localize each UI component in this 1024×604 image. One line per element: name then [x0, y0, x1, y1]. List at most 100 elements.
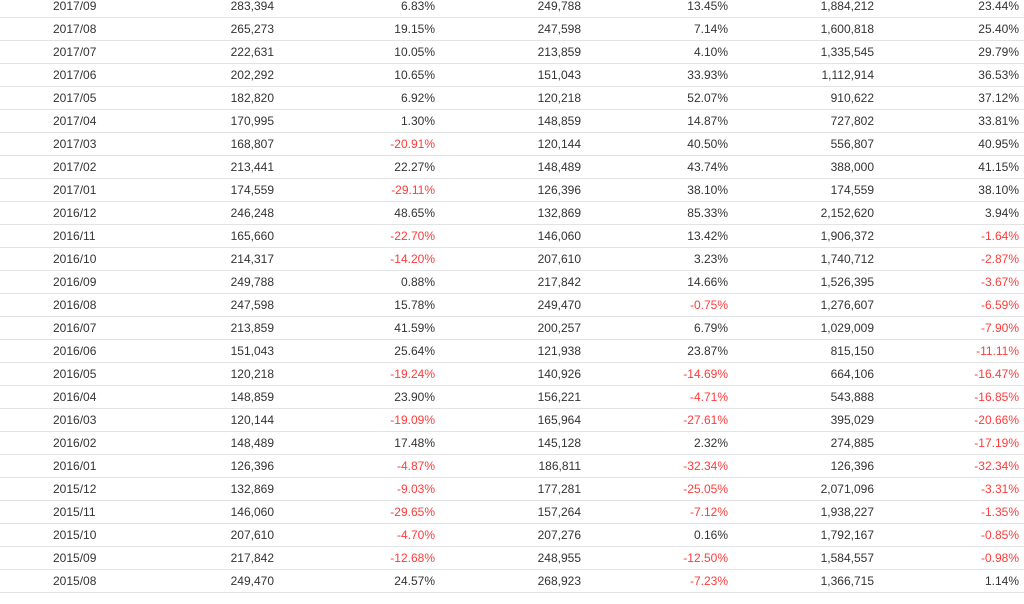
cumulative-change-cell: -2.87% — [876, 247, 1024, 271]
cumulative-value-cell: 395,029 — [730, 408, 876, 432]
prior-change-cell: -7.12% — [583, 500, 730, 524]
cumulative-value-cell: 727,802 — [730, 109, 876, 133]
table-row: 2016/06 151,043 25.64% 121,938 23.87% 815,150… — [0, 339, 1024, 363]
cumulative-change-cell: 29.79% — [876, 40, 1024, 64]
cumulative-change-cell: 23.44% — [876, 0, 1024, 18]
prior-value-cell: 145,128 — [437, 431, 583, 455]
cumulative-value-cell: 1,029,009 — [730, 316, 876, 340]
value-cell: 213,441 — [150, 155, 276, 179]
month-cell: 2015/11 — [0, 500, 150, 524]
cumulative-change-cell: -0.98% — [876, 546, 1024, 570]
prior-change-cell: 4.10% — [583, 40, 730, 64]
cumulative-change-cell: -0.85% — [876, 523, 1024, 547]
cumulative-value-cell: 174,559 — [730, 178, 876, 202]
value-change-cell: 19.15% — [276, 17, 437, 41]
cumulative-value-cell: 1,584,557 — [730, 546, 876, 570]
month-cell: 2017/09 — [0, 0, 150, 18]
prior-change-cell: -0.75% — [583, 293, 730, 317]
prior-change-cell: 85.33% — [583, 201, 730, 225]
prior-change-cell: 14.87% — [583, 109, 730, 133]
month-cell: 2016/09 — [0, 270, 150, 294]
table-row: 2016/01 126,396 -4.87% 186,811 -32.34% 126,39… — [0, 454, 1024, 478]
value-cell: 146,060 — [150, 500, 276, 524]
value-change-cell: -19.09% — [276, 408, 437, 432]
value-cell: 207,610 — [150, 523, 276, 547]
cumulative-change-cell: -6.59% — [876, 293, 1024, 317]
month-cell: 2016/08 — [0, 293, 150, 317]
cumulative-value-cell: 1,335,545 — [730, 40, 876, 64]
value-cell: 120,218 — [150, 362, 276, 386]
value-change-cell: 15.78% — [276, 293, 437, 317]
value-cell: 120,144 — [150, 408, 276, 432]
cumulative-value-cell: 388,000 — [730, 155, 876, 179]
table-row: 2016/03 120,144 -19.09% 165,964 -27.61% 395,0… — [0, 408, 1024, 432]
prior-value-cell: 132,869 — [437, 201, 583, 225]
value-change-cell: 6.83% — [276, 0, 437, 18]
prior-value-cell: 248,955 — [437, 546, 583, 570]
month-cell: 2016/07 — [0, 316, 150, 340]
value-cell: 182,820 — [150, 86, 276, 110]
value-cell: 222,631 — [150, 40, 276, 64]
table-row: 2015/12 132,869 -9.03% 177,281 -25.05% 2,071,… — [0, 477, 1024, 501]
value-change-cell: 1.30% — [276, 109, 437, 133]
cumulative-value-cell: 1,276,607 — [730, 293, 876, 317]
cumulative-change-cell: 40.95% — [876, 132, 1024, 156]
prior-value-cell: 217,842 — [437, 270, 583, 294]
prior-value-cell: 186,811 — [437, 454, 583, 478]
prior-value-cell: 165,964 — [437, 408, 583, 432]
table-row: 2017/05 182,820 6.92% 120,218 52.07% 910,622 3… — [0, 86, 1024, 110]
month-cell: 2016/11 — [0, 224, 150, 248]
prior-change-cell: 13.45% — [583, 0, 730, 18]
prior-change-cell: 40.50% — [583, 132, 730, 156]
value-change-cell: -19.24% — [276, 362, 437, 386]
table-row: 2017/09 283,394 6.83% 249,788 13.45% 1,884,21… — [0, 0, 1024, 18]
cumulative-change-cell: -20.66% — [876, 408, 1024, 432]
table-row: 2016/04 148,859 23.90% 156,221 -4.71% 543,888… — [0, 385, 1024, 409]
cumulative-value-cell: 1,366,715 — [730, 569, 876, 593]
table-row: 2016/07 213,859 41.59% 200,257 6.79% 1,029,00… — [0, 316, 1024, 340]
table-row: 2017/06 202,292 10.65% 151,043 33.93% 1,112,9… — [0, 63, 1024, 87]
cumulative-value-cell: 1,906,372 — [730, 224, 876, 248]
table-row: 2015/11 146,060 -29.65% 157,264 -7.12% 1,938,… — [0, 500, 1024, 524]
prior-value-cell: 157,264 — [437, 500, 583, 524]
value-cell: 168,807 — [150, 132, 276, 156]
prior-change-cell: 23.87% — [583, 339, 730, 363]
value-cell: 217,842 — [150, 546, 276, 570]
month-cell: 2016/03 — [0, 408, 150, 432]
cumulative-change-cell: 38.10% — [876, 178, 1024, 202]
prior-value-cell: 268,923 — [437, 569, 583, 593]
cumulative-value-cell: 543,888 — [730, 385, 876, 409]
prior-value-cell: 148,859 — [437, 109, 583, 133]
prior-change-cell: -12.50% — [583, 546, 730, 570]
month-cell: 2017/06 — [0, 63, 150, 87]
month-cell: 2016/12 — [0, 201, 150, 225]
value-cell: 148,859 — [150, 385, 276, 409]
month-cell: 2017/03 — [0, 132, 150, 156]
value-change-cell: 22.27% — [276, 155, 437, 179]
cumulative-change-cell: -3.67% — [876, 270, 1024, 294]
value-cell: 202,292 — [150, 63, 276, 87]
table-row: 2015/08 249,470 24.57% 268,923 -7.23% 1,366,7… — [0, 569, 1024, 593]
value-change-cell: -29.65% — [276, 500, 437, 524]
cumulative-change-cell: 1.14% — [876, 569, 1024, 593]
prior-value-cell: 247,598 — [437, 17, 583, 41]
prior-value-cell: 121,938 — [437, 339, 583, 363]
table-row: 2017/03 168,807 -20.91% 120,144 40.50% 556,80… — [0, 132, 1024, 156]
value-cell: 283,394 — [150, 0, 276, 18]
prior-value-cell: 213,859 — [437, 40, 583, 64]
prior-change-cell: 33.93% — [583, 63, 730, 87]
value-change-cell: -14.20% — [276, 247, 437, 271]
cumulative-change-cell: -17.19% — [876, 431, 1024, 455]
cumulative-change-cell: 36.53% — [876, 63, 1024, 87]
value-change-cell: -29.11% — [276, 178, 437, 202]
cumulative-change-cell: -3.31% — [876, 477, 1024, 501]
cumulative-change-cell: 25.40% — [876, 17, 1024, 41]
prior-value-cell: 156,221 — [437, 385, 583, 409]
table-row: 2016/09 249,788 0.88% 217,842 14.66% 1,526,39… — [0, 270, 1024, 294]
month-cell: 2017/04 — [0, 109, 150, 133]
table-row: 2016/05 120,218 -19.24% 140,926 -14.69% 664,1… — [0, 362, 1024, 386]
cumulative-change-cell: -16.47% — [876, 362, 1024, 386]
prior-change-cell: 43.74% — [583, 155, 730, 179]
prior-change-cell: 38.10% — [583, 178, 730, 202]
